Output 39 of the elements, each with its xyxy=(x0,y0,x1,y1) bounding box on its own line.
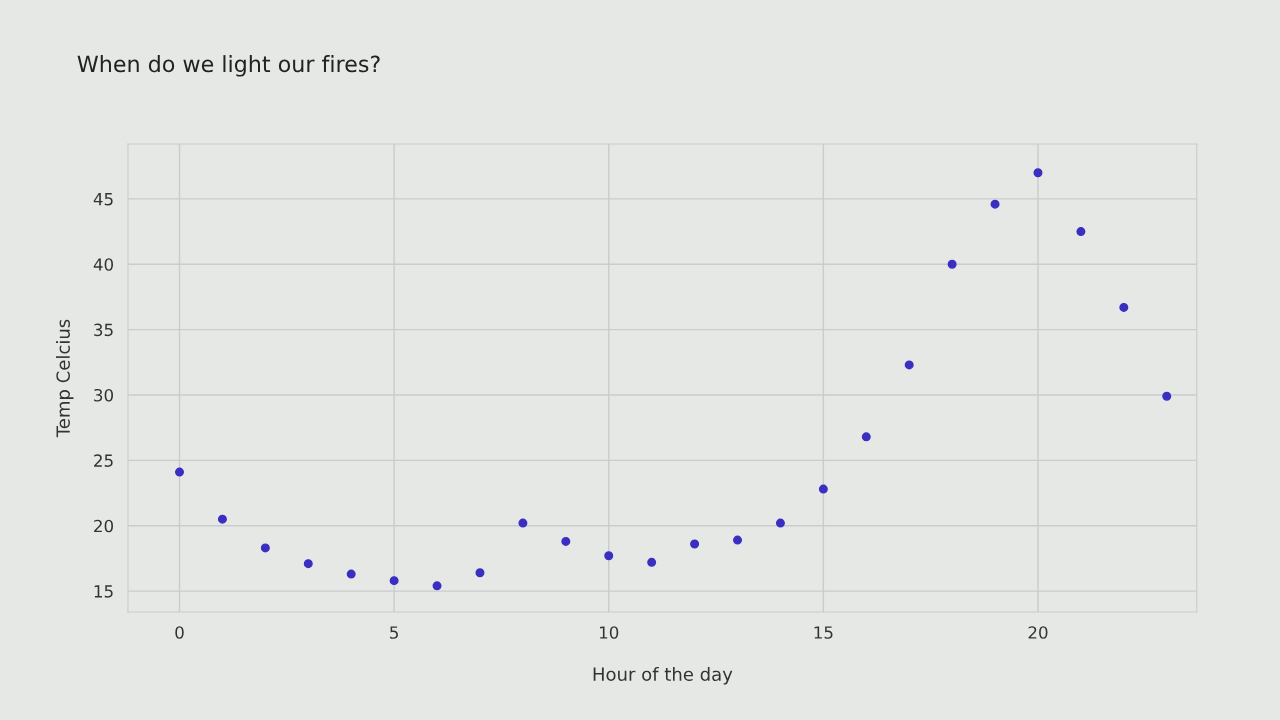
y-tick-label: 45 xyxy=(93,193,113,206)
y-tick-label: 25 xyxy=(94,454,113,467)
point xyxy=(432,581,442,591)
x-axis-title: Hour of the day xyxy=(593,667,733,685)
x-tick-label: 15 xyxy=(814,626,833,639)
point xyxy=(303,559,313,569)
chart-title: When do we light our fires? xyxy=(77,55,380,77)
point xyxy=(818,484,828,494)
point xyxy=(260,543,270,553)
y-axis-title: Temp Celcius xyxy=(55,319,74,438)
y-tick-label: 30 xyxy=(94,388,113,402)
x-tick-label: 0 xyxy=(175,626,184,639)
point xyxy=(775,518,785,528)
point xyxy=(217,514,227,524)
point xyxy=(475,568,485,578)
x-tick-label: 10 xyxy=(599,626,619,639)
point xyxy=(561,536,571,546)
point xyxy=(733,535,743,545)
point xyxy=(346,569,356,579)
point xyxy=(1076,227,1086,237)
point xyxy=(1033,168,1043,178)
point xyxy=(518,518,528,528)
x-tick-label: 20 xyxy=(1028,626,1048,639)
y-tick-label: 20 xyxy=(94,519,113,533)
point xyxy=(604,551,614,561)
y-tick-label: 35 xyxy=(94,323,113,337)
point xyxy=(861,432,871,442)
point xyxy=(389,576,399,586)
point xyxy=(647,557,657,567)
point xyxy=(1162,391,1172,401)
point xyxy=(990,199,1000,209)
y-tick-label: 40 xyxy=(93,258,113,271)
point xyxy=(175,467,185,477)
point xyxy=(1119,302,1129,312)
x-tick-label: 5 xyxy=(390,626,398,639)
y-tick-label: 15 xyxy=(94,585,113,598)
point xyxy=(690,539,700,549)
point xyxy=(904,360,914,370)
point xyxy=(947,259,957,269)
